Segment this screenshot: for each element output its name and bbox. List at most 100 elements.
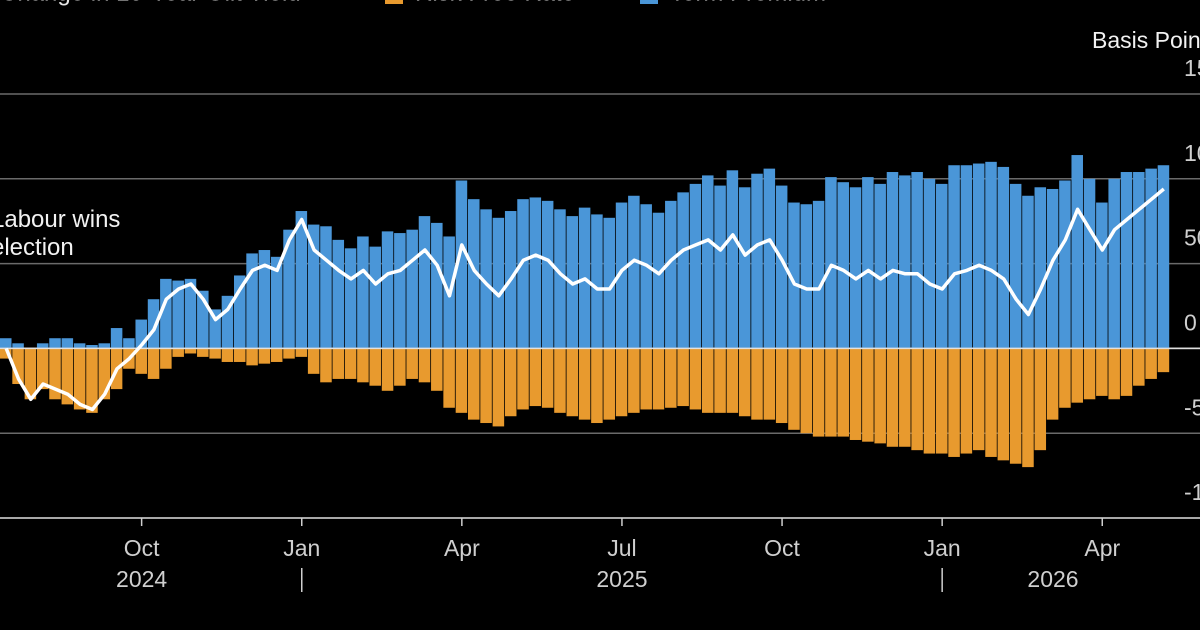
bar — [1071, 155, 1083, 349]
bar — [86, 345, 98, 349]
bar — [369, 348, 381, 386]
bar — [640, 348, 652, 410]
bar — [49, 338, 61, 349]
y-tick-label: 150 — [1184, 55, 1200, 81]
bar — [1108, 178, 1120, 349]
bar — [886, 172, 899, 349]
bar — [763, 348, 776, 420]
bar — [246, 253, 258, 349]
bar — [1059, 348, 1071, 408]
bar — [628, 348, 640, 413]
bar — [591, 214, 603, 349]
bar — [886, 348, 899, 447]
bar — [172, 280, 184, 349]
bar — [1096, 202, 1108, 349]
bar — [307, 348, 320, 374]
bar — [960, 348, 973, 454]
x-tick-label: Apr — [444, 535, 480, 561]
bar — [209, 309, 221, 349]
bar — [270, 348, 283, 362]
bar — [874, 348, 886, 444]
bar — [825, 177, 837, 349]
bar — [209, 348, 221, 359]
y-tick-label: 100 — [1184, 140, 1200, 166]
bar — [1083, 348, 1096, 400]
bar — [468, 348, 480, 420]
bar — [529, 197, 542, 349]
bar — [504, 348, 517, 417]
bar — [234, 348, 246, 362]
bar — [1145, 168, 1157, 349]
bar — [677, 192, 689, 349]
bar — [172, 348, 184, 357]
bar — [246, 348, 258, 366]
bar — [406, 348, 418, 379]
bar — [936, 348, 948, 454]
bar — [332, 348, 345, 379]
bar — [615, 348, 628, 417]
bar — [849, 187, 862, 349]
bar — [197, 290, 209, 349]
x-tick-label: Jan — [924, 535, 961, 561]
bar — [86, 348, 98, 413]
bar — [24, 348, 37, 400]
bar — [1022, 195, 1034, 349]
bar — [738, 348, 751, 417]
bar — [455, 180, 468, 349]
bar — [775, 185, 788, 349]
bar — [936, 183, 948, 349]
bar — [492, 217, 505, 349]
y-tick-label: 50 — [1184, 225, 1200, 251]
bar — [554, 348, 566, 413]
bar — [73, 348, 86, 410]
unit-label: Basis Points — [1092, 27, 1200, 53]
bar — [394, 233, 406, 349]
bar — [480, 348, 492, 424]
bar — [812, 348, 825, 437]
bar — [418, 216, 431, 349]
bar — [221, 348, 234, 362]
bar — [837, 182, 849, 349]
bar — [603, 348, 615, 420]
bar — [381, 231, 394, 349]
bar — [0, 348, 12, 359]
bar — [751, 173, 763, 349]
bar — [763, 168, 776, 349]
bar — [726, 348, 739, 413]
bar — [997, 348, 1010, 461]
bar — [135, 348, 147, 374]
bar — [714, 185, 726, 349]
bar — [591, 348, 603, 424]
legend-swatch — [385, 0, 403, 4]
bar — [985, 161, 997, 349]
bar — [36, 348, 49, 390]
bar — [160, 278, 172, 349]
bar — [394, 348, 406, 386]
bar — [960, 165, 973, 349]
bar — [332, 239, 345, 349]
bar — [258, 348, 271, 364]
bar — [812, 200, 825, 349]
bar — [862, 348, 874, 442]
bar — [431, 222, 443, 349]
bar — [738, 187, 751, 349]
bar — [369, 246, 381, 349]
bar — [147, 299, 160, 349]
legend-label: Term Premium — [670, 0, 826, 6]
bar — [344, 348, 357, 379]
bar — [283, 348, 295, 359]
bar — [344, 248, 357, 349]
bar — [788, 202, 800, 349]
annotation: Labour wins election — [0, 206, 121, 261]
bar — [615, 202, 628, 349]
bar — [640, 204, 652, 349]
legend-label: Risk Free Rate — [415, 0, 575, 6]
y-tick-label: -100 — [1184, 479, 1200, 505]
bar — [1133, 348, 1145, 386]
bar — [972, 163, 985, 349]
x-tick-label: Jan — [283, 535, 320, 561]
x-tick-label: Oct — [764, 535, 800, 561]
bar — [652, 212, 665, 349]
bar — [702, 175, 714, 349]
bar — [1034, 348, 1047, 451]
